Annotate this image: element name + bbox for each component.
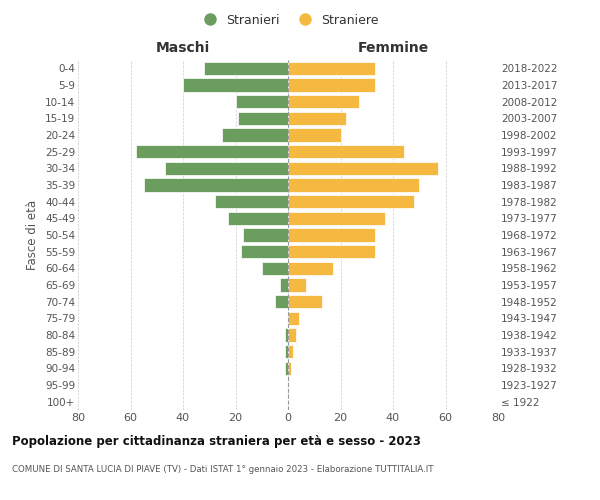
Bar — [288, 62, 374, 75]
Bar — [288, 278, 307, 291]
Bar — [286, 362, 288, 375]
Bar — [235, 95, 288, 108]
Bar — [288, 128, 341, 141]
Bar — [262, 262, 288, 275]
Bar — [288, 328, 296, 342]
Bar — [183, 78, 288, 92]
Bar — [288, 78, 374, 92]
Y-axis label: Fasce di età: Fasce di età — [26, 200, 40, 270]
Bar — [288, 195, 414, 208]
Bar — [238, 112, 288, 125]
Bar — [288, 145, 404, 158]
Bar — [288, 228, 374, 241]
Bar — [288, 312, 299, 325]
Bar — [280, 278, 288, 291]
Text: COMUNE DI SANTA LUCIA DI PIAVE (TV) - Dati ISTAT 1° gennaio 2023 - Elaborazione : COMUNE DI SANTA LUCIA DI PIAVE (TV) - Da… — [12, 465, 433, 474]
Legend: Stranieri, Straniere: Stranieri, Straniere — [193, 8, 383, 32]
Bar — [286, 345, 288, 358]
Bar — [215, 195, 288, 208]
Bar — [227, 212, 288, 225]
Text: Popolazione per cittadinanza straniera per età e sesso - 2023: Popolazione per cittadinanza straniera p… — [12, 435, 421, 448]
Bar — [143, 178, 288, 192]
Bar — [288, 112, 346, 125]
Bar — [275, 295, 288, 308]
Text: Femmine: Femmine — [358, 41, 428, 55]
Bar — [288, 95, 359, 108]
Bar — [244, 228, 288, 241]
Bar — [286, 328, 288, 342]
Bar — [288, 245, 374, 258]
Bar — [288, 362, 290, 375]
Bar — [288, 178, 419, 192]
Bar — [288, 262, 332, 275]
Bar — [204, 62, 288, 75]
Bar — [288, 162, 437, 175]
Bar — [288, 212, 385, 225]
Bar — [241, 245, 288, 258]
Text: Maschi: Maschi — [156, 41, 210, 55]
Bar — [288, 295, 322, 308]
Bar — [136, 145, 288, 158]
Bar — [164, 162, 288, 175]
Bar — [288, 345, 293, 358]
Bar — [223, 128, 288, 141]
